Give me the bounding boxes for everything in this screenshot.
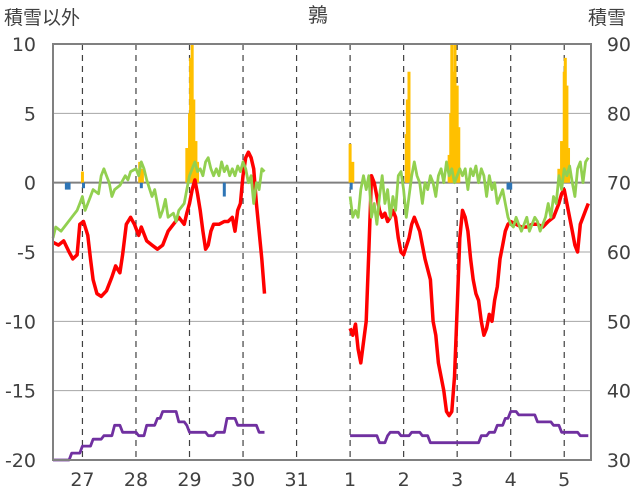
precip-bar — [185, 148, 189, 183]
left-axis-ticks: 10 5 0 -5 -10 -15 -20 — [5, 34, 36, 472]
x-tick-label: 5 — [558, 469, 570, 491]
x-axis-ticks: 27 28 29 30 31 1 2 3 4 5 — [70, 469, 570, 491]
precip-bar — [405, 99, 409, 183]
y-tick-right: 60 — [607, 242, 631, 264]
precip-bar — [450, 44, 454, 183]
y-tick-left: 0 — [24, 173, 36, 195]
precip-bar — [190, 44, 194, 183]
x-tick-label: 4 — [505, 469, 517, 491]
precip-bar — [139, 182, 143, 189]
precip-bar — [64, 182, 68, 190]
precip-bar — [189, 57, 193, 183]
precip-bar — [348, 143, 352, 183]
chart-title: 鶉 — [308, 3, 328, 27]
y-tick-right: 50 — [607, 311, 631, 333]
precip-bar — [455, 85, 459, 183]
precip-bar — [560, 141, 564, 183]
y-tick-left: 10 — [12, 34, 36, 56]
left-axis-title: 積雪以外 — [4, 7, 80, 29]
precip-bar — [222, 182, 226, 197]
x-tick-label: 30 — [231, 469, 255, 491]
right-axis-ticks: 90 80 70 60 50 40 30 — [607, 34, 631, 472]
x-tick-label: 27 — [70, 469, 94, 491]
series-line-2 — [53, 410, 265, 462]
precip-bar — [563, 57, 567, 183]
x-tick-label: 1 — [344, 469, 356, 491]
y-tick-left: -10 — [5, 311, 36, 333]
precip-bar — [349, 182, 353, 190]
precip-bar — [351, 161, 355, 183]
precip-bar — [565, 85, 569, 183]
y-tick-left: -15 — [5, 381, 36, 403]
precip-bar — [407, 71, 411, 183]
plot-frame — [52, 43, 592, 461]
series-line-2 — [350, 410, 589, 445]
precip-bar — [82, 182, 86, 189]
x-tick-label: 28 — [124, 469, 148, 491]
series-line-1 — [348, 156, 590, 233]
precip-bars — [64, 44, 571, 197]
y-tick-right: 40 — [607, 381, 631, 403]
precip-bar — [140, 168, 144, 183]
y-tick-right: 80 — [607, 103, 631, 125]
precip-bar — [457, 127, 461, 183]
grid — [53, 44, 591, 460]
x-tick-label: 31 — [284, 469, 308, 491]
y-tick-right: 30 — [607, 450, 631, 472]
y-tick-left: -5 — [17, 242, 36, 264]
x-tick-label: 3 — [451, 469, 463, 491]
precip-bar — [453, 44, 457, 183]
y-tick-left: -20 — [5, 450, 36, 472]
series-lines — [51, 150, 590, 462]
precip-bar — [67, 182, 71, 190]
precip-bar — [451, 71, 455, 183]
precip-bar — [509, 182, 513, 190]
precip-bar — [80, 171, 84, 183]
x-tick-label: 29 — [177, 469, 201, 491]
x-tick-label: 2 — [398, 469, 410, 491]
series-line-1 — [51, 156, 266, 239]
right-axis-title: 積雪 — [588, 7, 626, 29]
y-tick-left: 5 — [24, 103, 36, 125]
series-line-0 — [348, 173, 590, 418]
y-tick-right: 70 — [607, 173, 631, 195]
y-tick-right: 90 — [607, 34, 631, 56]
precip-bar — [506, 182, 510, 190]
precip-bar — [192, 99, 196, 183]
